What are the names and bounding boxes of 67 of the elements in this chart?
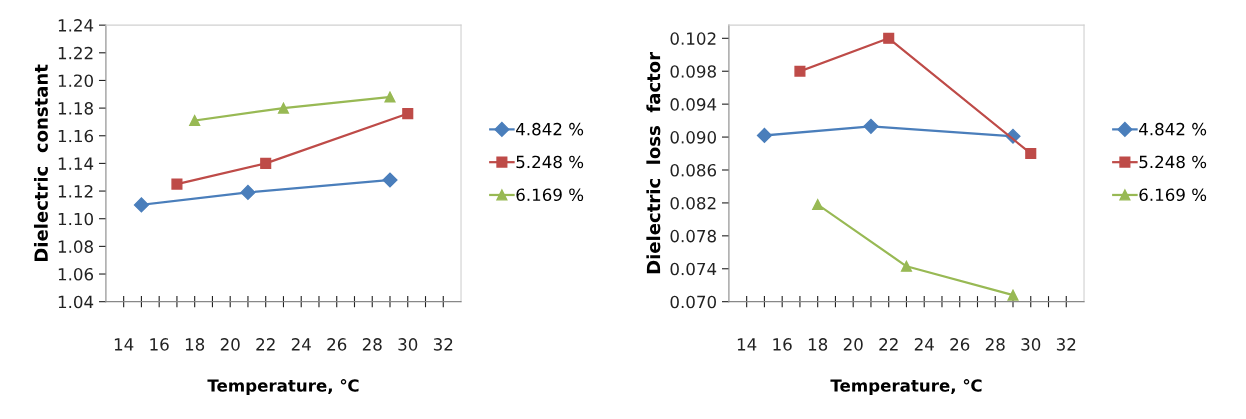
- x-tick-label: 20: [220, 338, 240, 351]
- x-tick-label: 30: [1021, 338, 1041, 351]
- x-tick-label: 18: [808, 338, 828, 351]
- x-tick-label: 28: [362, 338, 382, 351]
- point: [260, 157, 272, 169]
- legend-label: 4.842 %: [1139, 122, 1207, 136]
- y-tick-label: 0.082: [670, 196, 716, 210]
- legend-label: 6.169 %: [516, 188, 584, 202]
- x-tick-label: 24: [914, 338, 934, 351]
- y-tick-label: 1.20: [58, 74, 93, 88]
- x-tick-label: 32: [1056, 338, 1076, 351]
- x-tick-label: 16: [773, 338, 792, 351]
- x-axis-title: Temperature, ℃: [830, 379, 982, 396]
- point: [171, 178, 183, 190]
- point: [277, 102, 290, 114]
- x-tick-label: 22: [256, 338, 275, 351]
- y-tick-label: 1.04: [58, 295, 94, 309]
- x-tick-label: 14: [114, 338, 134, 351]
- point: [384, 91, 396, 103]
- y-axis-title: Dielectric constant: [33, 64, 48, 262]
- x-tick-label: 26: [327, 338, 347, 351]
- y-tick-label: 0.098: [670, 65, 716, 78]
- x-tick-label: 24: [291, 338, 311, 351]
- point: [863, 118, 879, 134]
- x-tick-label: 28: [985, 338, 1005, 351]
- x-tick-label: 16: [150, 338, 169, 351]
- y-tick-label: 0.090: [670, 131, 716, 144]
- y-tick-label: 0.094: [670, 98, 717, 111]
- point: [402, 108, 414, 120]
- legend-label: 5.248 %: [516, 155, 584, 169]
- y-axis-title: Dielectric loss factor: [646, 52, 661, 274]
- y-tick-label: 0.074: [670, 262, 717, 276]
- legend-label: 6.169 %: [1139, 188, 1207, 202]
- y-tick-label: 1.24: [58, 19, 94, 32]
- point: [133, 197, 149, 213]
- point: [240, 184, 256, 201]
- point: [189, 114, 201, 127]
- y-tick-label: 1.06: [58, 267, 94, 281]
- y-tick-label: 1.22: [58, 46, 93, 60]
- x-tick-label: 26: [950, 338, 970, 351]
- y-tick-label: 0.078: [670, 229, 716, 243]
- point: [812, 199, 824, 211]
- point: [382, 172, 398, 188]
- y-tick-label: 1.16: [58, 129, 94, 143]
- legend-label: 4.842 %: [516, 122, 584, 136]
- point: [1007, 289, 1019, 301]
- legend-label: 5.248 %: [1139, 155, 1207, 169]
- y-tick-label: 1.08: [58, 240, 93, 253]
- y-tick-label: 1.18: [58, 102, 93, 115]
- x-tick-label: 18: [185, 338, 205, 351]
- y-tick-label: 1.14: [58, 157, 94, 170]
- y-tick-label: 1.12: [58, 185, 93, 198]
- point: [883, 32, 895, 44]
- x-tick-label: 20: [843, 338, 863, 351]
- y-tick-label: 0.102: [670, 32, 716, 45]
- point: [1025, 147, 1037, 160]
- point: [756, 127, 772, 143]
- x-tick-label: 22: [879, 338, 898, 351]
- y-tick-label: 1.10: [58, 212, 93, 226]
- y-tick-label: 0.086: [670, 163, 717, 177]
- x-tick-label: 14: [737, 338, 757, 351]
- point: [794, 65, 806, 77]
- x-axis-title: Temperature, ℃: [207, 379, 359, 396]
- y-tick-label: 0.070: [670, 295, 716, 309]
- x-tick-label: 32: [433, 338, 453, 351]
- point: [900, 260, 913, 272]
- x-tick-label: 30: [398, 338, 418, 351]
